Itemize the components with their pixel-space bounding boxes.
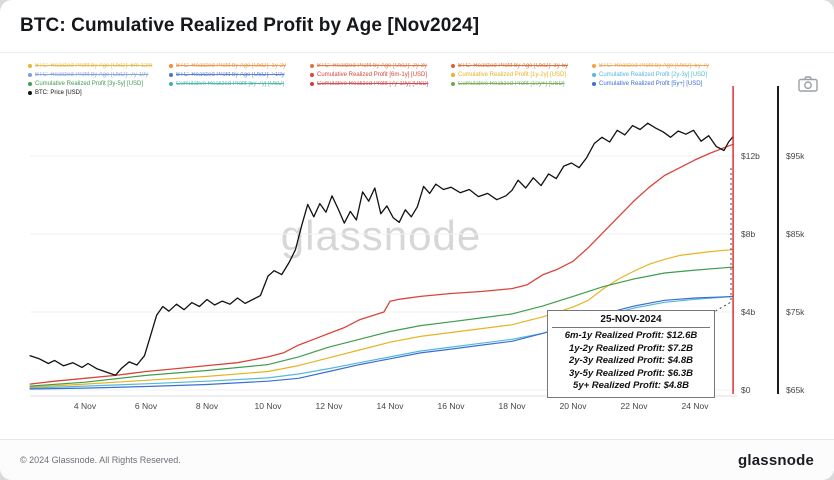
legend-item[interactable]: BTC: Realized Profit by Age [USD]: >10y [169, 71, 310, 79]
legend-item[interactable]: BTC: Realized Profit by Age [USD]: 7y-10… [28, 71, 169, 79]
x-axis-label: 10 Nov [254, 401, 282, 411]
legend-item[interactable]: Cumulative Realized Profit [10y+] [USD] [451, 80, 592, 88]
legend-dot-icon [28, 91, 32, 95]
legend-label: BTC: Price [USD] [35, 90, 82, 96]
legend-dot-icon [28, 82, 32, 86]
x-axis-label: 4 Nov [73, 401, 97, 411]
legend-dot-icon [169, 73, 173, 77]
annotation-connector-line [713, 168, 732, 313]
legend-dot-icon [169, 82, 173, 86]
legend-item[interactable]: BTC: Realized Profit by Age [USD]: 3y-5y [451, 62, 592, 70]
annotation-line: 2y-3y Realized Profit: $4.8B [568, 355, 694, 366]
legend-label: Cumulative Realized Profit [2y-3y] [USD] [599, 72, 708, 78]
legend-item[interactable]: Cumulative Realized Profit [6m-1y] [USD] [310, 71, 451, 79]
camera-screenshot-icon[interactable] [798, 76, 818, 92]
legend-dot-icon [28, 64, 32, 68]
header: BTC: Cumulative Realized Profit by Age [… [0, 0, 834, 53]
annotation-line: 1y-2y Realized Profit: $7.2B [568, 342, 694, 354]
glassnode-logo: glassnode [738, 451, 814, 469]
legend-row: BTC: Price [USD] [28, 89, 736, 97]
legend-label: Cumulative Realized Profit [5y+] [USD] [599, 81, 703, 87]
legend-dot-icon [592, 82, 596, 86]
profit-axis-label: $12b [741, 151, 760, 161]
legend-dot-icon [451, 82, 455, 86]
annotation-values: 6m-1y Realized Profit: $12.6B 1y-2y Reali… [552, 330, 710, 393]
legend-dot-icon [451, 73, 455, 77]
legend-dot-icon [592, 73, 596, 77]
legend-label: BTC: Realized Profit by Age [USD]: >10y [176, 72, 285, 78]
legend-label: BTC: Realized Profit by Age [USD]: 6m-12… [35, 63, 153, 69]
legend-item[interactable]: Cumulative Realized Profit [2y-3y] [USD] [592, 71, 736, 79]
legend-label: BTC: Realized Profit by Age [USD]: 7y-10… [35, 72, 149, 78]
price-axis-label: $85k [786, 229, 805, 239]
legend-item[interactable]: Cumulative Realized Profit [5y+] [USD] [592, 80, 736, 88]
legend-label: Cumulative Realized Profit [5y-7y] [USD] [176, 81, 285, 87]
legend-dot-icon [592, 64, 596, 68]
price-axis-label: $75k [786, 307, 805, 317]
legend-item[interactable]: BTC: Realized Profit by Age [USD]: 6m-12… [28, 62, 169, 70]
x-axis-label: 14 Nov [376, 401, 404, 411]
glassnode-watermark: glassnode [280, 212, 482, 259]
price-axis-label: $65k [786, 385, 805, 395]
legend-row: Cumulative Realized Profit [3y-5y] [USD]… [28, 80, 736, 88]
legend-dot-icon [310, 64, 314, 68]
legend-item[interactable]: Cumulative Realized Profit [3y-5y] [USD] [28, 80, 169, 88]
legend-label: BTC: Realized Profit by Age [USD]: 1y-2y [176, 63, 287, 69]
annotation-box: 25-NOV-2024 6m-1y Realized Profit: $12.6… [547, 310, 715, 398]
annotation-line: 6m-1y Realized Profit: $12.6B [564, 330, 698, 341]
x-axis-label: 12 Nov [315, 401, 343, 411]
series-cumulative-6m-1y [29, 143, 734, 385]
legend-item[interactable]: BTC: Realized Profit by Age [USD]: 5y-7y [592, 62, 736, 70]
legend-item[interactable]: Cumulative Realized Profit [5y-7y] [USD] [169, 80, 310, 88]
annotation-line: 5y+ Realized Profit: $4.8B [573, 380, 689, 391]
series-btc-price [29, 122, 734, 376]
x-axis-label: 20 Nov [559, 401, 587, 411]
price-axis-label: $95k [786, 151, 805, 161]
x-axis-label: 6 Nov [134, 401, 158, 411]
legend-label: BTC: Realized Profit by Age [USD]: 3y-5y [458, 63, 569, 69]
footer: © 2024 Glassnode. All Rights Reserved. g… [0, 439, 834, 480]
annotation-line: 3y-5y Realized Profit: $6.3B [568, 367, 694, 379]
legend-item[interactable]: Cumulative Realized Profit [7y-10y] [USD… [310, 80, 451, 88]
x-axis-label: 18 Nov [498, 401, 526, 411]
legend-dot-icon [451, 64, 455, 68]
legend-dot-icon [169, 64, 173, 68]
legend-label: Cumulative Realized Profit [3y-5y] [USD] [35, 81, 144, 87]
page-title: BTC: Cumulative Realized Profit by Age [… [20, 15, 480, 36]
series-cumulative-3y-5y [29, 266, 734, 387]
x-axis-label: 22 Nov [620, 401, 648, 411]
legend-label: Cumulative Realized Profit [10y+] [USD] [458, 81, 565, 87]
legend-item[interactable]: BTC: Price [USD] [28, 89, 169, 97]
legend-dot-icon [310, 82, 314, 86]
profit-axis-label: $8b [741, 229, 756, 239]
legend-row: BTC: Realized Profit by Age [USD]: 7y-10… [28, 71, 736, 79]
profit-axis-label: $4b [741, 307, 756, 317]
legend-label: Cumulative Realized Profit [1y-2y] [USD] [458, 72, 567, 78]
legend-label: Cumulative Realized Profit [7y-10y] [USD… [317, 81, 429, 87]
x-axis-label: 24 Nov [681, 401, 709, 411]
x-axis-label: 16 Nov [437, 401, 465, 411]
legend-label: Cumulative Realized Profit [6m-1y] [USD] [317, 72, 428, 78]
legend-item[interactable]: BTC: Realized Profit by Age [USD]: 1y-2y [169, 62, 310, 70]
legend-label: BTC: Realized Profit by Age [USD]: 5y-7y [599, 63, 710, 69]
legend-dot-icon [28, 73, 32, 77]
series-cumulative-1y-2y [29, 249, 734, 388]
legend-item[interactable]: BTC: Realized Profit by Age [USD]: 2y-3y [310, 62, 451, 70]
legend: BTC: Realized Profit by Age [USD]: 6m-12… [28, 62, 736, 97]
series-cumulative-2y-3y [29, 295, 734, 389]
profit-axis-label: $0 [741, 385, 751, 395]
x-axis-label: 8 Nov [195, 401, 219, 411]
annotation-date: 25-NOV-2024 [552, 314, 710, 328]
legend-item[interactable]: Cumulative Realized Profit [1y-2y] [USD] [451, 71, 592, 79]
legend-row: BTC: Realized Profit by Age [USD]: 6m-12… [28, 62, 736, 70]
copyright-text: © 2024 Glassnode. All Rights Reserved. [20, 455, 181, 465]
legend-label: BTC: Realized Profit by Age [USD]: 2y-3y [317, 63, 428, 69]
series-cumulative-5y-plus [29, 295, 734, 390]
legend-dot-icon [310, 73, 314, 77]
